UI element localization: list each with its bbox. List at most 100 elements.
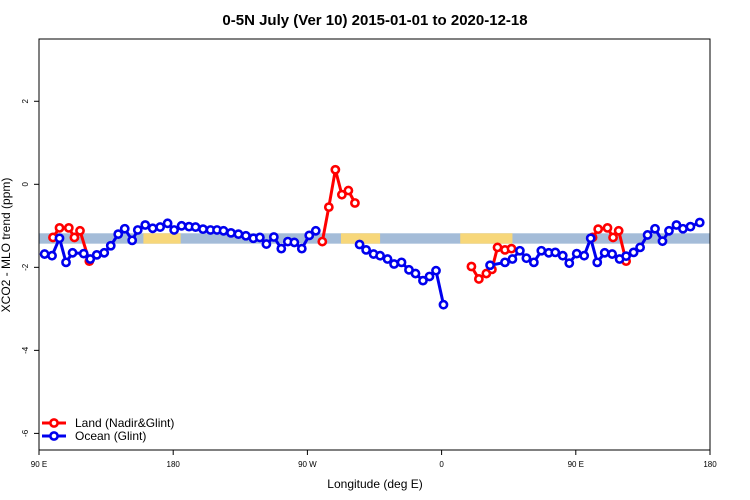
- series-land: [48, 164, 632, 284]
- x-tick-label: 0: [439, 460, 444, 469]
- y-tick-label: -6: [21, 429, 30, 437]
- data-point: [410, 268, 421, 279]
- data-point: [289, 237, 300, 248]
- y-tick-label: -2: [21, 263, 30, 271]
- data-point: [127, 235, 138, 246]
- legend: Land (Nadir&Glint)Ocean (Glint): [42, 416, 174, 443]
- data-point: [418, 275, 428, 286]
- data-point: [233, 229, 244, 240]
- data-point: [190, 222, 201, 232]
- band-highlight-2: [460, 233, 513, 244]
- x-tick-label: 90 E: [568, 460, 584, 469]
- data-point: [99, 247, 110, 258]
- data-point: [564, 258, 575, 269]
- data-point: [361, 244, 372, 255]
- data-point: [85, 254, 96, 264]
- data-point: [91, 249, 102, 260]
- data-point: [628, 247, 639, 258]
- data-point: [431, 265, 441, 276]
- data-point: [330, 164, 341, 175]
- y-tick-label: 2: [21, 98, 30, 103]
- data-point: [506, 243, 517, 254]
- data-point: [296, 243, 307, 254]
- data-point: [61, 257, 71, 268]
- data-point: [39, 249, 50, 259]
- data-point: [424, 271, 435, 282]
- data-point: [317, 236, 328, 247]
- data-point: [254, 232, 265, 243]
- data-point: [685, 221, 696, 232]
- data-point: [635, 242, 646, 253]
- data-point: [579, 250, 590, 261]
- data-point: [304, 230, 315, 241]
- y-axis-label: XCO2 - MLO trend (ppm): [0, 178, 13, 313]
- data-point: [169, 225, 180, 235]
- data-point: [466, 261, 477, 272]
- data-point: [557, 250, 568, 261]
- data-point: [657, 236, 668, 247]
- data-point: [664, 225, 674, 236]
- data-point: [492, 242, 503, 253]
- x-tick-label: 90 W: [298, 460, 317, 469]
- band-highlight-0: [143, 233, 181, 244]
- data-point: [198, 224, 208, 235]
- data-point: [528, 257, 539, 268]
- y-tick-label: -4: [21, 346, 30, 354]
- data-point: [585, 233, 596, 244]
- data-point: [485, 260, 495, 271]
- data-point: [113, 229, 124, 240]
- data-point: [261, 239, 272, 249]
- data-point: [218, 225, 229, 236]
- data-point: [78, 248, 89, 259]
- data-point: [650, 223, 660, 234]
- data-point: [176, 220, 187, 231]
- data-point: [382, 254, 393, 264]
- data-point: [240, 230, 251, 241]
- data-point: [132, 225, 143, 235]
- data-point: [350, 198, 360, 208]
- data-point: [54, 233, 65, 244]
- data-point: [613, 225, 624, 236]
- data-point: [268, 232, 279, 242]
- x-tick-label: 180: [167, 460, 181, 469]
- legend-swatch-point: [49, 418, 59, 428]
- data-point: [396, 257, 407, 268]
- data-point: [550, 247, 561, 258]
- data-point: [147, 223, 158, 234]
- data-point: [389, 259, 399, 269]
- data-point: [678, 223, 688, 234]
- y-axis: 2 0 -2 -4 -6: [21, 98, 39, 437]
- data-point: [69, 232, 80, 243]
- chart-title: 0-5N July (Ver 10) 2015-01-01 to 2020-12…: [222, 12, 527, 29]
- data-point: [473, 274, 484, 284]
- data-point: [571, 248, 582, 259]
- series-layer: [39, 164, 705, 310]
- reference-band: [39, 233, 710, 244]
- x-axis-label: Longitude (deg E): [327, 477, 422, 491]
- data-point: [54, 222, 65, 233]
- data-point: [323, 202, 334, 213]
- data-point: [514, 245, 525, 256]
- data-point: [47, 250, 57, 261]
- data-point: [521, 253, 532, 264]
- x-tick-label: 90 E: [31, 460, 47, 469]
- data-point: [500, 257, 510, 268]
- data-point: [119, 223, 130, 234]
- data-point: [608, 232, 618, 243]
- data-point: [226, 227, 236, 238]
- data-point: [642, 230, 653, 240]
- data-point: [67, 247, 78, 258]
- x-tick-label: 180: [703, 460, 717, 469]
- legend-label: Ocean (Glint): [75, 429, 146, 443]
- data-point: [593, 224, 604, 235]
- data-point: [105, 240, 116, 251]
- data-point: [536, 245, 547, 256]
- data-point: [438, 299, 449, 310]
- legend-label: Land (Nadir&Glint): [75, 416, 174, 430]
- plot-frame: [38, 38, 711, 451]
- data-point: [276, 243, 287, 254]
- data-point: [621, 251, 632, 262]
- data-point: [310, 225, 321, 236]
- legend-swatch-point: [49, 431, 59, 441]
